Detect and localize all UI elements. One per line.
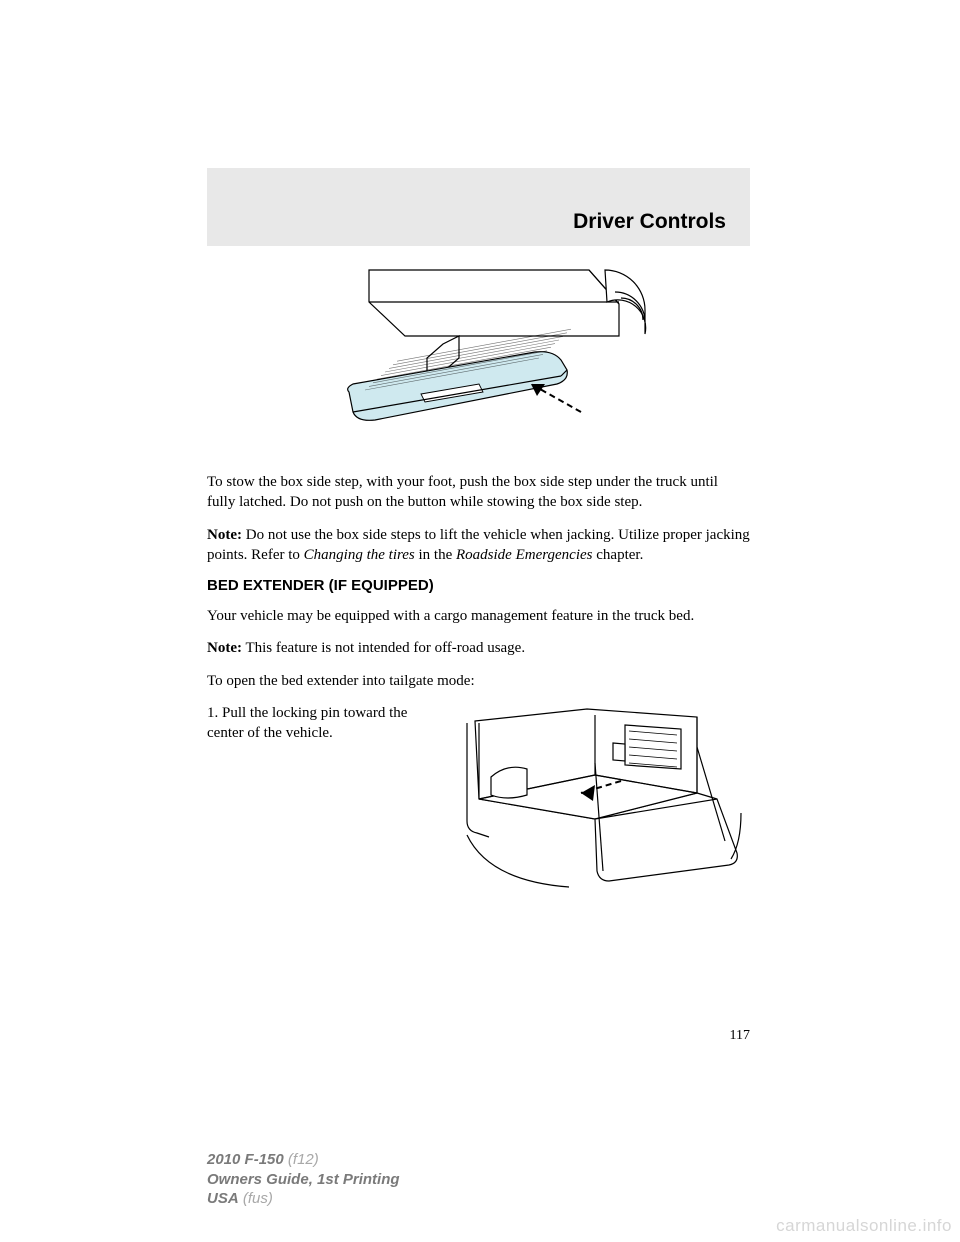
- note-ref-1: Changing the tires: [304, 547, 415, 563]
- footer-line-1: 2010 F-150 (f12): [207, 1150, 400, 1170]
- note-ref-2: Roadside Emergencies: [456, 547, 593, 563]
- page-number: 117: [730, 1028, 750, 1044]
- note-label-2: Note:: [207, 640, 242, 656]
- note-text-2: This feature is not intended for off-roa…: [242, 640, 525, 656]
- watermark: carmanualsonline.info: [776, 1216, 952, 1236]
- footer-line-2: Owners Guide, 1st Printing: [207, 1170, 400, 1190]
- note-label: Note:: [207, 527, 242, 543]
- section-header: Driver Controls: [573, 210, 726, 234]
- footer-region-code: (fus): [243, 1190, 273, 1207]
- note-offroad: Note: This feature is not intended for o…: [207, 638, 750, 658]
- paragraph-open-extender: To open the bed extender into tailgate m…: [207, 671, 750, 691]
- footer-model-code: (f12): [288, 1151, 319, 1168]
- footer: 2010 F-150 (f12) Owners Guide, 1st Print…: [207, 1150, 400, 1209]
- step-row: 1. Pull the locking pin toward the cente…: [207, 703, 750, 898]
- note-text-c: chapter.: [593, 547, 644, 563]
- note-text-b: in the: [415, 547, 456, 563]
- note-jacking: Note: Do not use the box side steps to l…: [207, 525, 750, 566]
- content-area: To stow the box side step, with your foo…: [207, 246, 750, 898]
- page: Driver Controls To stow the box side ste…: [0, 0, 960, 1242]
- step-1-text: 1. Pull the locking pin toward the cente…: [207, 703, 437, 898]
- figure-bed-extender-wrap: [449, 703, 750, 898]
- paragraph-stow-step: To stow the box side step, with your foo…: [207, 472, 750, 513]
- footer-model: 2010 F-150: [207, 1151, 284, 1168]
- figure-bed-extender: [449, 703, 749, 893]
- section-heading-bed-extender: BED EXTENDER (IF EQUIPPED): [207, 577, 750, 594]
- footer-region: USA: [207, 1190, 239, 1207]
- footer-line-3: USA (fus): [207, 1189, 400, 1209]
- header-block: Driver Controls: [207, 168, 750, 246]
- paragraph-cargo-feature: Your vehicle may be equipped with a carg…: [207, 606, 750, 626]
- figure-box-side-step: [309, 262, 649, 458]
